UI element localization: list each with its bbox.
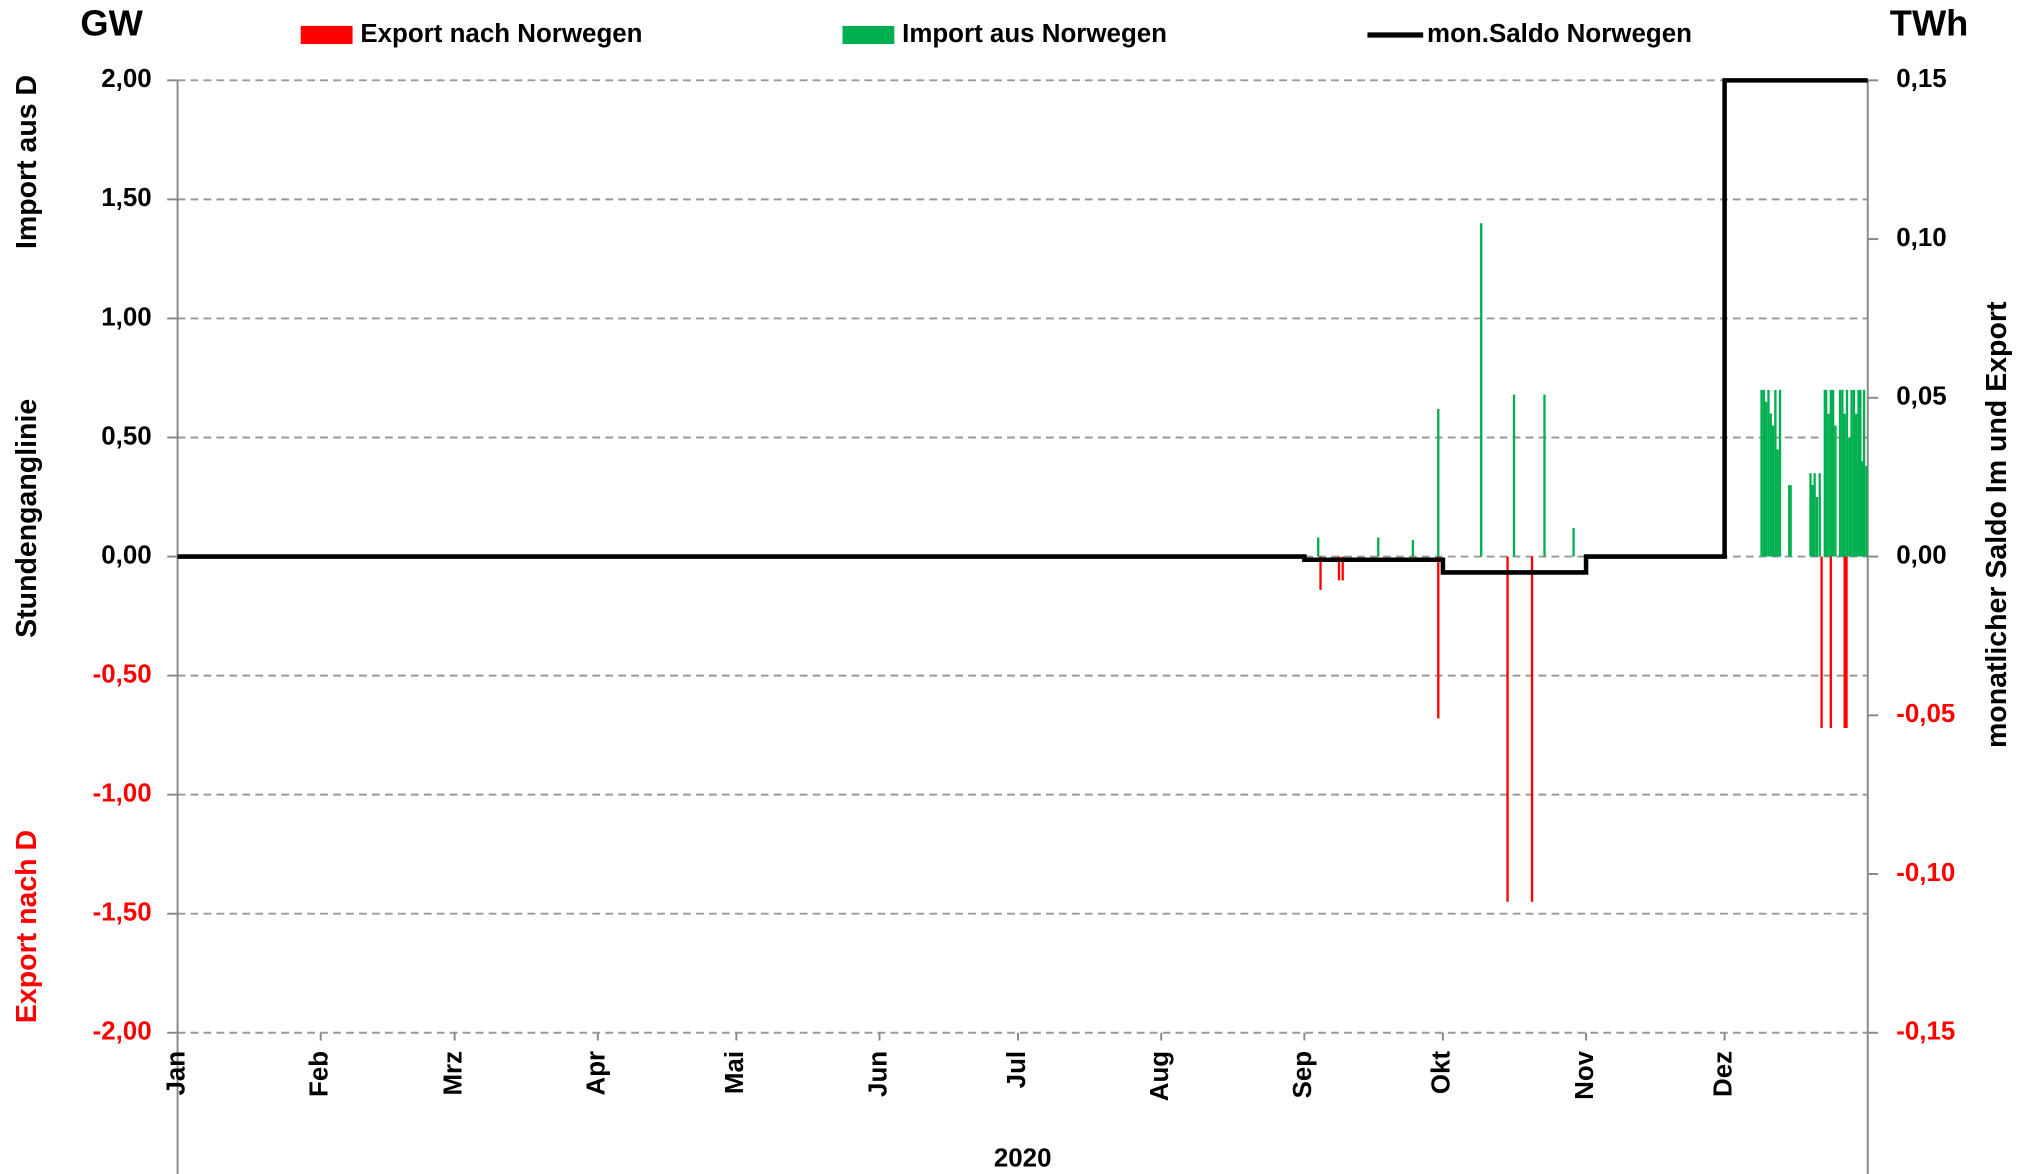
spike bbox=[1776, 449, 1779, 557]
spike bbox=[1829, 389, 1832, 557]
spike bbox=[1815, 497, 1819, 557]
y-tick-label: -2,00 bbox=[93, 1018, 152, 1046]
y2-tick-label: 0,15 bbox=[1896, 65, 1946, 93]
spike bbox=[1769, 413, 1772, 557]
x-tick-label: Feb bbox=[306, 1051, 334, 1097]
x-tick-label: Jun bbox=[864, 1051, 892, 1097]
spike bbox=[1862, 389, 1866, 557]
spike bbox=[1827, 413, 1830, 557]
spike bbox=[1825, 389, 1828, 557]
x-tick-label: Jul bbox=[1003, 1051, 1031, 1088]
spike bbox=[1809, 473, 1812, 557]
spike bbox=[1771, 425, 1775, 557]
y-tick-label: -1,00 bbox=[93, 779, 152, 807]
spike bbox=[1572, 527, 1575, 557]
spike bbox=[1411, 539, 1415, 557]
spike bbox=[1811, 485, 1814, 557]
spike bbox=[1843, 413, 1846, 557]
y2-tick-label: -0,15 bbox=[1896, 1018, 1955, 1046]
spike bbox=[1437, 556, 1440, 719]
y-tick-label: 1,50 bbox=[101, 184, 151, 212]
spike bbox=[1859, 389, 1862, 557]
spike bbox=[1831, 389, 1835, 557]
spike bbox=[1437, 408, 1440, 557]
y-tick-label: -0,50 bbox=[93, 660, 152, 688]
x-tick-label: Mrz bbox=[439, 1051, 467, 1096]
y-tick-label: 2,00 bbox=[101, 65, 151, 93]
spike bbox=[1377, 537, 1380, 557]
legend-label: mon.Saldo Norwegen bbox=[1427, 20, 1692, 48]
spike bbox=[1778, 389, 1782, 557]
spike bbox=[1319, 556, 1322, 590]
spike bbox=[1767, 389, 1770, 557]
spike bbox=[1841, 389, 1844, 557]
y2-tick-label: -0,10 bbox=[1896, 859, 1955, 887]
spike bbox=[1855, 413, 1858, 557]
spike bbox=[1762, 389, 1766, 557]
spike bbox=[1861, 461, 1864, 557]
spike bbox=[1818, 473, 1821, 557]
y-tick-label: 0,50 bbox=[101, 422, 151, 450]
y-label-bottom: Export nach D bbox=[11, 830, 43, 1023]
y2-tick-label: 0,10 bbox=[1896, 224, 1946, 252]
y2-tick-label: 0,00 bbox=[1896, 541, 1946, 569]
spike bbox=[1317, 537, 1320, 557]
legend-swatch bbox=[842, 25, 895, 45]
spike bbox=[1823, 389, 1826, 557]
right-unit: TWh bbox=[1890, 2, 1969, 43]
spike bbox=[1506, 556, 1509, 902]
y2-tick-label: 0,05 bbox=[1896, 383, 1946, 411]
spike bbox=[1845, 389, 1849, 557]
legend-label: Import aus Norwegen bbox=[902, 20, 1167, 48]
spike bbox=[1788, 485, 1791, 557]
spike bbox=[1865, 466, 1868, 557]
spike bbox=[1764, 401, 1768, 557]
x-tick-label: Sep bbox=[1289, 1051, 1317, 1099]
x-label: 2020 bbox=[994, 1145, 1052, 1173]
x-tick-label: Mai bbox=[721, 1051, 749, 1094]
spike bbox=[1820, 556, 1823, 728]
spike bbox=[1543, 394, 1546, 557]
spike bbox=[1857, 389, 1860, 557]
x-tick-label: Aug bbox=[1146, 1051, 1174, 1101]
spike bbox=[1852, 389, 1856, 557]
spike bbox=[1480, 223, 1483, 557]
x-tick-label: Apr bbox=[583, 1051, 611, 1096]
x-tick-label: Jan bbox=[162, 1051, 190, 1096]
legend-swatch bbox=[300, 25, 353, 45]
spike bbox=[1834, 425, 1837, 557]
spike bbox=[1845, 556, 1848, 728]
spike bbox=[1774, 389, 1777, 557]
y2-label: monatlicher Saldo Im und Export bbox=[1981, 301, 2013, 748]
x-tick-label: Nov bbox=[1571, 1050, 1599, 1100]
spike bbox=[1530, 556, 1534, 902]
spike bbox=[1512, 394, 1516, 557]
spike bbox=[1813, 473, 1816, 557]
y-tick-label: -1,50 bbox=[93, 899, 152, 927]
y-tick-label: 0,00 bbox=[101, 541, 151, 569]
y-tick-label: 1,00 bbox=[101, 303, 151, 331]
y-label-mid: Stundenganglinie bbox=[11, 399, 43, 638]
spike bbox=[1760, 389, 1763, 557]
spike bbox=[1341, 556, 1344, 581]
spike bbox=[1829, 556, 1832, 728]
legend-label: Export nach Norwegen bbox=[360, 20, 642, 48]
saldo-line bbox=[177, 78, 1868, 575]
left-unit: GW bbox=[80, 2, 143, 43]
spike bbox=[1838, 389, 1842, 557]
spike bbox=[1850, 389, 1853, 557]
spike bbox=[1789, 485, 1792, 557]
spike bbox=[1848, 437, 1851, 557]
x-tick-label: Okt bbox=[1428, 1051, 1456, 1095]
x-tick-label: Dez bbox=[1709, 1051, 1737, 1097]
y2-tick-label: -0,05 bbox=[1896, 700, 1955, 728]
y-label-top: Import aus D bbox=[11, 75, 43, 249]
spike bbox=[1337, 556, 1341, 581]
